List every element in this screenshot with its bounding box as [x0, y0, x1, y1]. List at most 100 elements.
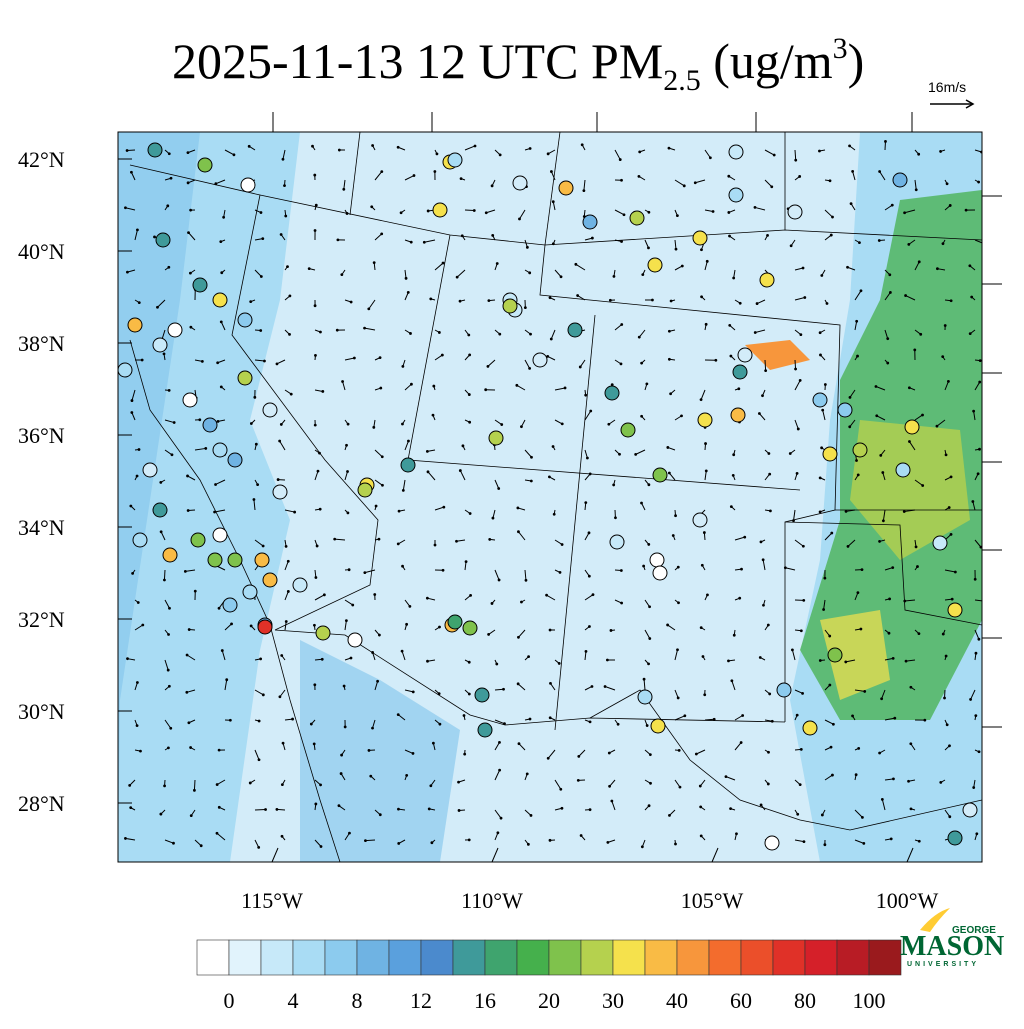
wind-head — [320, 845, 323, 848]
wind-head — [141, 624, 144, 627]
wind-head — [487, 365, 490, 368]
colorbar-box — [613, 940, 645, 975]
title-main: 2025-11-13 12 UTC PM — [172, 33, 663, 89]
station — [648, 258, 662, 272]
wind-head — [436, 152, 439, 155]
wind-head — [258, 758, 261, 761]
wind-head — [426, 660, 429, 663]
station — [698, 413, 712, 427]
wind-head — [643, 678, 646, 681]
wind-head — [263, 360, 266, 363]
wind-head — [878, 239, 881, 242]
wind-head — [526, 246, 529, 249]
wind-head — [314, 803, 317, 806]
wind-head — [313, 174, 316, 177]
station — [348, 633, 362, 647]
wind-head — [881, 798, 884, 801]
wind-head — [345, 619, 348, 622]
wind-head — [799, 333, 802, 336]
station — [198, 158, 212, 172]
station — [729, 145, 743, 159]
station — [733, 365, 747, 379]
wind-head — [187, 231, 190, 234]
wind-head — [341, 380, 344, 383]
wind-head — [255, 443, 258, 446]
wind-head — [888, 632, 891, 635]
wind-head — [978, 750, 981, 753]
wind-head — [623, 213, 626, 216]
wind-head — [517, 636, 520, 639]
wind-head — [218, 749, 221, 752]
wind-head — [459, 469, 462, 472]
colorbar-label: 80 — [794, 988, 816, 1013]
wind-head — [549, 296, 552, 299]
wind-head — [972, 786, 975, 789]
wind-head — [620, 179, 623, 182]
station — [760, 273, 774, 287]
wind-head — [216, 361, 219, 364]
wind-head — [790, 244, 793, 247]
wind-head — [831, 216, 834, 219]
wind-head — [670, 300, 673, 303]
station — [448, 615, 462, 629]
wind-head — [904, 294, 907, 297]
wind-head — [498, 769, 501, 772]
wind-head — [712, 210, 715, 213]
lat-label: 32°N — [18, 607, 65, 632]
station — [738, 348, 752, 362]
wind-head — [131, 399, 134, 402]
wind-head — [124, 206, 127, 209]
wind-head — [640, 502, 643, 505]
colorbar-label: 60 — [730, 988, 752, 1013]
wind-head — [248, 145, 251, 148]
wind-head — [620, 569, 623, 572]
wind-head — [277, 478, 280, 481]
wind-head — [729, 355, 732, 358]
wind-head — [640, 362, 643, 365]
wind-head — [527, 843, 530, 846]
wind-head — [503, 722, 506, 725]
wind-head — [526, 772, 529, 775]
wind-head — [608, 785, 611, 788]
wind-head — [604, 685, 607, 688]
wind-head — [264, 808, 267, 811]
wind-head — [582, 189, 585, 192]
wind-head — [944, 324, 947, 327]
wind-head — [740, 568, 743, 571]
wind-head — [409, 332, 412, 335]
station — [153, 503, 167, 517]
wind-head — [971, 500, 974, 503]
wind-head — [819, 331, 822, 334]
wind-head — [730, 505, 733, 508]
wind-head — [737, 387, 740, 390]
wind-head — [910, 807, 913, 810]
wind-head — [576, 294, 579, 297]
wind-head — [550, 338, 553, 341]
wind-head — [410, 241, 413, 244]
wind-head — [942, 633, 945, 636]
wind-head — [397, 808, 400, 811]
wind-head — [916, 565, 919, 568]
wind-head — [574, 263, 577, 266]
wind-head — [764, 369, 767, 372]
wind-head — [609, 299, 612, 302]
wind-head — [405, 277, 408, 280]
wind-head — [820, 274, 823, 277]
wind-head — [153, 236, 156, 239]
wind-head — [459, 300, 462, 303]
wind-head — [857, 747, 860, 750]
station — [605, 386, 619, 400]
colorbar-box — [645, 940, 677, 975]
colorbar-box — [741, 940, 773, 975]
wind-head — [794, 159, 797, 162]
wind-head — [606, 659, 609, 662]
wind-head — [345, 444, 348, 447]
wind-head — [129, 806, 132, 809]
wind-head — [518, 742, 521, 745]
wind-head — [860, 289, 863, 292]
wind-head — [371, 144, 374, 147]
wind-head — [982, 242, 985, 245]
wind-head — [915, 545, 918, 548]
wind-head — [849, 396, 852, 399]
